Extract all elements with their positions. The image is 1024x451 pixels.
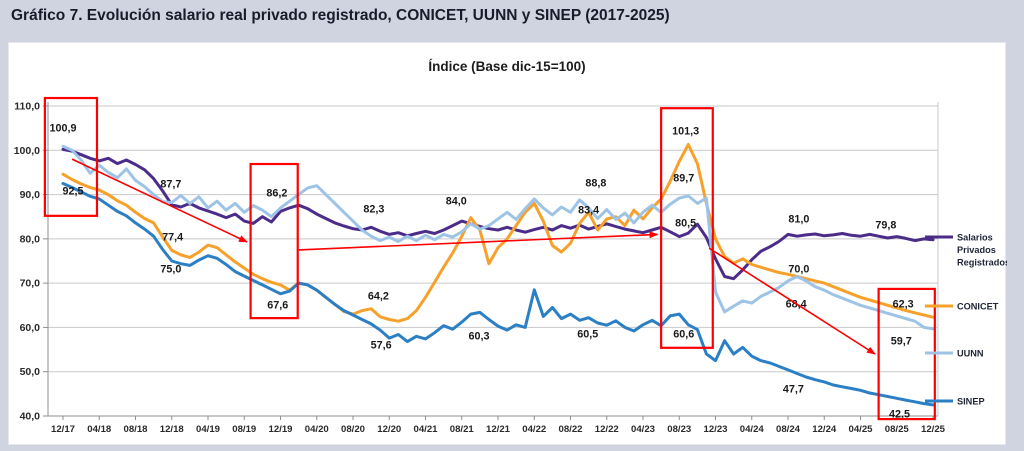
data-label: 83,4 [578,205,599,217]
x-tick-label: 08/24 [776,424,801,435]
x-tick-label: 12/17 [51,424,75,435]
annotation-box [43,96,99,217]
x-tick-label: 08/22 [558,424,582,435]
x-tick-label: 12/23 [703,424,727,435]
legend-item-sinep: SINEP [925,397,985,407]
legend-label: Registrados [957,258,1007,268]
series-line-salarios-privados-registrados [61,147,935,281]
x-tick-label: 08/23 [667,424,691,435]
data-label: 82,3 [363,204,384,216]
data-label: 67,6 [267,299,288,311]
chart-plot: 12/17 04/18 08/18 12/18 04/19 08/19 12/19 04/20… [14,96,1007,436]
data-label: 62,3 [893,298,914,310]
x-tick-label: 04/21 [413,424,438,435]
y-tick-label: 50,0 [20,366,41,378]
y-tick-label: 110,0 [14,101,40,113]
y-tick-label: 40,0 [20,411,41,423]
x-tick-label: 04/23 [631,424,655,435]
data-label: 47,7 [783,383,804,395]
data-label: 70,0 [788,263,809,275]
x-tick-label: 12/24 [812,424,837,435]
x-tick-label: 04/24 [740,424,765,435]
data-label: 60,6 [673,329,694,341]
x-tick-label: 04/20 [305,424,329,435]
data-label: 57,6 [371,340,392,352]
data-label: 75,0 [160,263,181,275]
x-tick-label: 04/18 [87,424,112,435]
gridlines [47,102,939,417]
axis-ticks-and-labels: 12/17 04/18 08/18 12/18 04/19 08/19 12/19 04/20… [14,101,946,436]
legend-item-conicet: CONICET [925,302,999,312]
legend-label: UUNN [957,349,984,359]
data-label: 87,7 [160,178,181,190]
data-label: 81,0 [788,213,809,225]
data-label: 92,5 [62,186,83,198]
annotation-box [660,107,714,349]
x-tick-label: 12/21 [486,424,511,435]
y-tick-label: 90,0 [20,189,41,201]
x-tick-label: 12/18 [160,424,185,435]
data-label: 80,5 [675,217,696,229]
annotation-arrow [298,231,659,251]
series-line-uunn [61,144,935,331]
series-line-conicet [61,143,935,323]
x-tick-label: 12/25 [921,424,946,435]
x-tick-label: 12/19 [268,424,292,435]
legend-item-salarios-privados-registrados: Salarios Privados Registrados [925,233,1007,268]
data-label: 84,0 [446,196,467,208]
data-label: 88,8 [585,178,606,190]
chart-title: Índice (Base dic-15=100) [428,59,586,74]
data-label: 86,2 [266,188,287,200]
x-tick-label: 12/20 [377,424,401,435]
data-label: 77,4 [162,232,183,244]
x-tick-label: 08/25 [885,424,910,435]
data-label: 100,9 [49,123,76,135]
legend-label: Salarios [957,233,993,243]
legend-item-uunn: UUNN [925,349,984,359]
y-tick-label: 70,0 [20,278,41,290]
data-labels: 100,9 92,5 87,7 77,4 75,0 86,2 67,6 82,3 64,2 57,… [49,123,913,421]
data-label: 101,3 [672,126,699,138]
legend: Salarios Privados Registrados CONICET UUNN SI… [925,233,1007,407]
annotation-box [249,162,299,320]
legend-label: SINEP [957,397,985,407]
data-label: 60,5 [577,329,598,341]
data-label: 59,7 [891,336,912,348]
page-title: Gráfico 7. Evolución salario real privad… [11,7,670,24]
annotation-arrow [71,158,248,243]
series-line-sinep [61,182,935,407]
series-lines [61,143,935,407]
data-label: 89,7 [673,173,694,185]
legend-label: CONICET [957,302,999,312]
legend-label: Privados [957,245,996,255]
x-tick-label: 04/22 [522,424,546,435]
x-tick-label: 08/19 [232,424,256,435]
data-label: 79,8 [875,220,896,232]
annotations [43,96,936,421]
chart-panel: Índice (Base dic-15=100) 12/17 04/18 08/18… [8,42,1007,445]
y-tick-label: 60,0 [20,322,41,334]
data-label: 60,3 [468,330,489,342]
data-label: 42,5 [889,408,910,420]
x-tick-label: 12/22 [595,424,619,435]
annotation-arrow [708,247,876,355]
x-tick-label: 08/18 [123,424,148,435]
x-tick-label: 08/21 [450,424,475,435]
data-label: 64,2 [368,290,389,302]
x-tick-label: 08/20 [341,424,365,435]
y-tick-label: 80,0 [20,233,41,245]
y-tick-label: 100,0 [14,145,40,157]
x-tick-label: 04/19 [196,424,220,435]
x-tick-label: 04/25 [848,424,873,435]
